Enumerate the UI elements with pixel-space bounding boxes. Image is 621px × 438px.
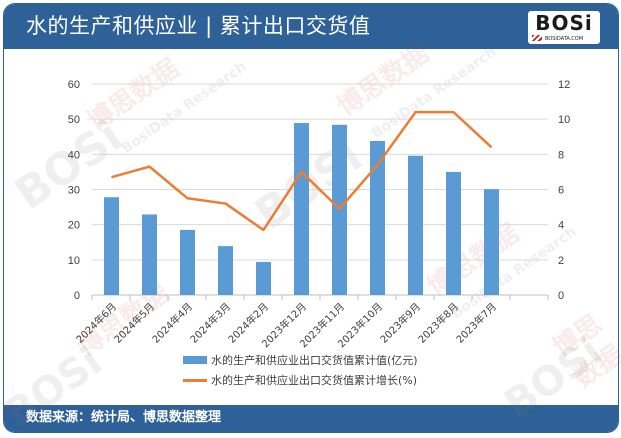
left-axis-tick: 10 — [68, 255, 80, 267]
data-source: 数据来源：统计局、博思数据整理 — [26, 410, 222, 425]
bar — [370, 140, 385, 295]
bosi-logo: BOSi BOSIDATA.COM — [528, 11, 600, 44]
right-axis-tick: 4 — [558, 220, 564, 232]
bar — [256, 261, 271, 295]
left-axis-tick: 0 — [74, 290, 80, 302]
right-axis-tick: 6 — [558, 185, 564, 197]
legend-item-bar: 水的生产和供应业出口交货值累计值(亿元) — [183, 350, 418, 370]
growth-line — [111, 110, 493, 232]
bar — [104, 197, 119, 295]
chart-legend: 水的生产和供应业出口交货值累计值(亿元) 水的生产和供应业出口交货值累计增长(%… — [183, 350, 418, 390]
right-axis-tick: 2 — [558, 255, 564, 267]
logo-stripe-icon — [532, 35, 542, 41]
line-swatch-icon — [183, 378, 207, 382]
bar-swatch-icon — [183, 356, 207, 364]
right-axis-tick: 10 — [558, 114, 570, 126]
bar — [408, 155, 423, 295]
left-axis-tick: 20 — [68, 220, 80, 232]
category-label: 2023年7月 — [453, 300, 499, 346]
bar — [218, 246, 233, 295]
logo-text: BOSi — [535, 11, 593, 35]
left-axis-tick: 40 — [68, 149, 80, 161]
title-bar: 水的生产和供应业 | 累计出口交货值 BOSi BOSIDATA.COM — [4, 4, 618, 49]
bar — [180, 229, 195, 295]
legend-item-line: 水的生产和供应业出口交货值累计增长(%) — [183, 370, 418, 390]
chart-title: 水的生产和供应业 | 累计出口交货值 — [26, 14, 371, 38]
bar — [142, 214, 157, 295]
bar — [294, 123, 309, 295]
left-axis-tick: 50 — [68, 114, 80, 126]
right-axis-tick: 0 — [558, 290, 564, 302]
bar — [446, 171, 461, 295]
left-axis-tick: 60 — [68, 79, 80, 91]
left-axis-tick: 30 — [68, 185, 80, 197]
right-axis-tick: 8 — [558, 149, 564, 161]
legend-line-label: 水的生产和供应业出口交货值累计增长(%) — [211, 374, 418, 387]
right-axis-tick: 12 — [558, 79, 570, 91]
bar — [484, 189, 499, 295]
logo-subtext: BOSIDATA.COM — [544, 36, 584, 42]
footer-bar: 数据来源：统计局、博思数据整理 — [4, 405, 618, 432]
legend-bar-label: 水的生产和供应业出口交货值累计值(亿元) — [211, 354, 418, 367]
